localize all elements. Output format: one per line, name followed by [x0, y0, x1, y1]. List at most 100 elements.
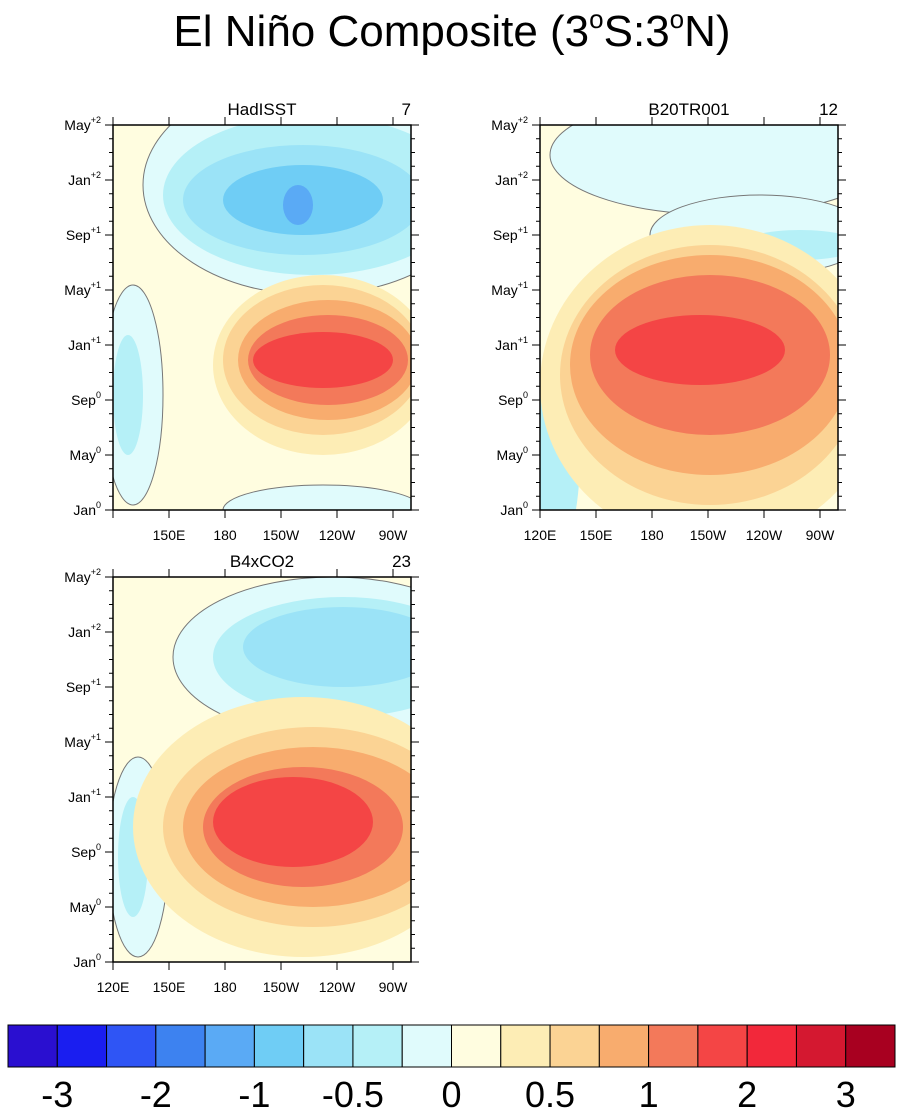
y-tick-label: Jan0: [500, 500, 528, 518]
panel-count: 12: [819, 100, 838, 119]
contour-fill: [222, 484, 411, 510]
colorbar-box: [598, 1024, 650, 1068]
colorbar-box: [746, 1024, 797, 1068]
y-tick-label: Sep0: [71, 390, 101, 408]
month: Jan: [68, 337, 91, 353]
figure-title: El Niño Composite (3oS:3oN): [173, 4, 730, 56]
colorbar-box: [648, 1024, 699, 1068]
month-sup: +2: [518, 170, 528, 180]
y-tick-label: Jan+2: [495, 170, 528, 188]
title-part: El Niño Composite (3: [173, 7, 589, 56]
x-tick-label: 150W: [263, 979, 300, 995]
month-sup: +1: [518, 335, 528, 345]
month-sup: 0: [523, 390, 528, 400]
y-tick-label: May0: [70, 897, 101, 915]
month: Sep: [71, 392, 96, 408]
month-sup: +1: [91, 225, 101, 235]
month-sup: 0: [96, 500, 101, 510]
month-sup: 0: [96, 390, 101, 400]
x-tick-label: 150E: [153, 527, 186, 543]
month: Sep: [493, 227, 518, 243]
y-tick-label: May+1: [64, 732, 101, 750]
x-tick-label: 180: [213, 979, 237, 995]
panel-count: 23: [392, 552, 411, 571]
y-tick-label: Jan+2: [68, 170, 101, 188]
contour-fill: [213, 777, 373, 867]
colorbar-label: -1: [238, 1074, 270, 1115]
contour-fill: [243, 607, 411, 687]
month: Jan: [68, 624, 91, 640]
x-tick-label: 120E: [97, 979, 130, 995]
colorbar-label: 0: [441, 1074, 461, 1115]
y-tick-label: Sep+1: [66, 677, 101, 695]
y-tick-label: Sep+1: [66, 225, 101, 243]
month-sup: +1: [91, 280, 101, 290]
x-tick-label: 150W: [263, 527, 300, 543]
month-sup: +1: [518, 225, 528, 235]
month: May: [64, 569, 90, 585]
y-tick-label: May0: [497, 445, 528, 463]
month-sup: +1: [91, 335, 101, 345]
panel-title: B4xCO2: [230, 552, 294, 571]
month-sup: +1: [91, 732, 101, 742]
month: May: [64, 734, 90, 750]
month: Jan: [500, 502, 523, 518]
x-tick-label: 120W: [319, 979, 356, 995]
colorbar-label: 1: [639, 1074, 659, 1115]
x-tick-label: 90W: [379, 527, 409, 543]
month-sup: +2: [91, 567, 101, 577]
month: May: [497, 447, 523, 463]
panel-title: HadISST: [228, 100, 297, 119]
title-sup: o: [670, 4, 684, 34]
colorbar-box: [500, 1024, 551, 1068]
contour-fill: [283, 185, 313, 225]
y-tick-label: Sep0: [71, 842, 101, 860]
y-tick-label: Sep0: [498, 390, 528, 408]
panel-count: 7: [402, 100, 411, 119]
colorbar-box: [56, 1024, 108, 1068]
title-sup: o: [589, 4, 603, 34]
month-sup: +2: [91, 115, 101, 125]
month: Jan: [495, 337, 518, 353]
month: Sep: [66, 227, 91, 243]
x-tick-label: 120E: [524, 527, 557, 543]
month: Jan: [68, 172, 91, 188]
y-tick-label: Jan+1: [495, 335, 528, 353]
y-tick-label: Jan+1: [68, 335, 101, 353]
colorbar-box: [204, 1024, 255, 1068]
month: May: [64, 117, 90, 133]
month: Sep: [498, 392, 523, 408]
month: May: [70, 899, 96, 915]
title-part: S:3: [604, 7, 670, 56]
month: Jan: [495, 172, 518, 188]
month: Jan: [73, 954, 96, 970]
colorbar-box: [352, 1024, 403, 1068]
y-tick-label: May+1: [64, 280, 101, 298]
x-tick-label: 150E: [153, 979, 186, 995]
x-tick-label: 90W: [379, 979, 409, 995]
month: May: [70, 447, 96, 463]
month: Jan: [68, 789, 91, 805]
month-sup: 0: [523, 445, 528, 455]
colorbar-box: [697, 1024, 748, 1068]
month-sup: 0: [96, 897, 101, 907]
colorbar-box: [845, 1024, 896, 1068]
x-tick-label: 120W: [319, 527, 356, 543]
contour-fill: [253, 332, 393, 388]
y-tick-label: Jan0: [73, 952, 101, 970]
title-part: N): [684, 7, 730, 56]
colorbar-box: [106, 1024, 157, 1068]
colorbar-box: [401, 1024, 453, 1068]
y-tick-label: Sep+1: [493, 225, 528, 243]
contour-fill: [615, 315, 785, 385]
y-tick-label: Jan+1: [68, 787, 101, 805]
month-sup: 0: [96, 445, 101, 455]
y-tick-label: May+2: [64, 115, 101, 133]
colorbar-label: -3: [41, 1074, 73, 1115]
month-sup: +1: [91, 677, 101, 687]
y-tick-label: May+2: [64, 567, 101, 585]
colorbar-box: [253, 1024, 305, 1068]
contour-field: [113, 577, 411, 962]
month: May: [491, 117, 517, 133]
